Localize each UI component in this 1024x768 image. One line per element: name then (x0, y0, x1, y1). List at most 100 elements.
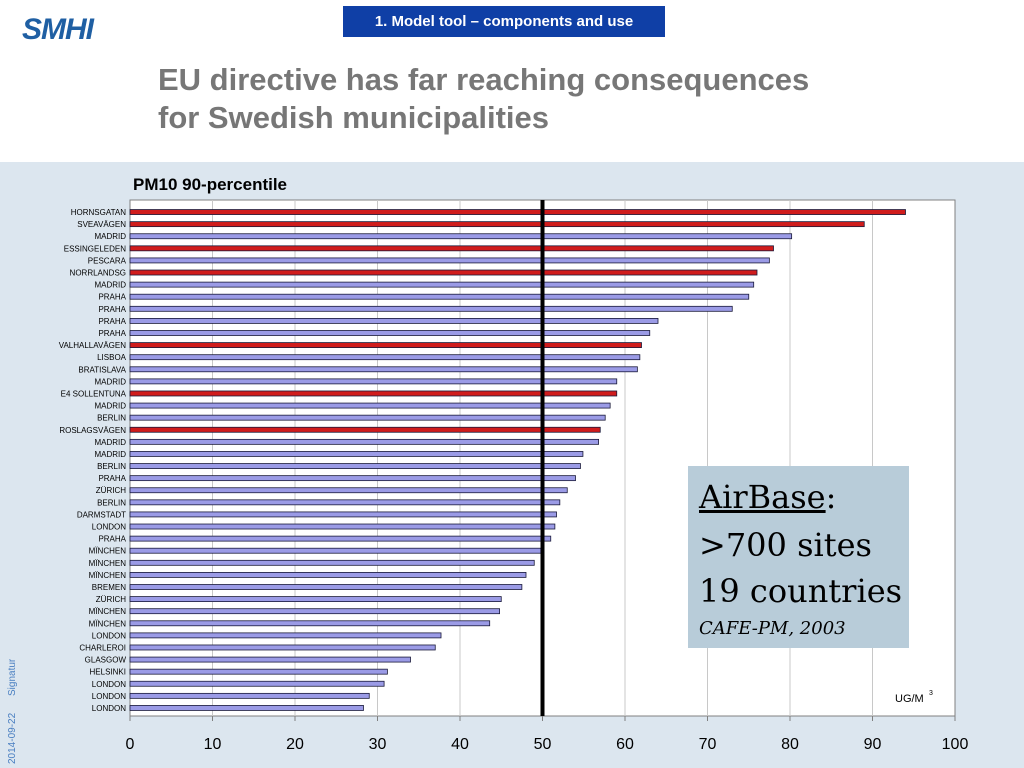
bar (129, 487, 568, 494)
bar (129, 245, 774, 252)
bar (129, 499, 561, 506)
x-tick-label: 70 (699, 736, 717, 753)
category-label: ZÜRICH (96, 486, 126, 495)
bar (129, 584, 523, 590)
bar (129, 390, 618, 397)
x-tick-label: 60 (616, 736, 634, 753)
x-tick-label: 20 (286, 736, 304, 753)
category-label: PESCARA (88, 256, 127, 265)
bar (129, 547, 542, 554)
bar (129, 475, 576, 482)
bar (129, 620, 491, 627)
bar (129, 366, 638, 373)
airbase-colon: : (825, 478, 837, 516)
x-tick-label: 100 (942, 736, 969, 753)
airbase-info-box: AirBase: >700 sites 19 countries CAFE-PM… (688, 466, 909, 648)
category-label: PRAHA (98, 474, 126, 483)
unit-superscript: 3 (929, 690, 933, 697)
category-label: VALHALLAVÄGEN (59, 341, 127, 350)
category-label: MADRID (94, 438, 126, 447)
bar (129, 668, 388, 675)
bar (129, 511, 557, 518)
category-label: MADRID (94, 377, 126, 386)
category-label: LONDON (92, 680, 126, 689)
bar (129, 402, 611, 409)
category-label: MADRID (94, 232, 126, 241)
x-tick-label: 90 (864, 736, 882, 753)
unit-label: UG/M (895, 693, 924, 705)
bar (129, 257, 770, 264)
airbase-countries: 19 countries (699, 572, 903, 610)
page-title: EU directive has far reaching consequenc… (158, 61, 809, 137)
category-label: NORRLANDSG (70, 269, 126, 278)
bar (129, 414, 606, 421)
bar (129, 330, 651, 336)
category-label: CHARLEROI (79, 643, 126, 652)
x-tick-label: 0 (126, 736, 135, 753)
airbase-source: CAFE-PM, 2003 (699, 618, 846, 639)
bar (129, 438, 600, 445)
category-label: BRATISLAVA (78, 365, 126, 374)
bar (129, 233, 793, 240)
category-label: LONDON (92, 523, 126, 532)
airbase-sites: >700 sites (699, 526, 872, 564)
bar (129, 692, 370, 699)
bar (129, 378, 618, 385)
category-label: LISBOA (97, 353, 127, 362)
bar (129, 305, 733, 312)
category-label: MADRID (94, 450, 126, 459)
page-title-line-1: EU directive has far reaching consequenc… (158, 62, 810, 97)
bar (129, 354, 641, 361)
category-label: MÏNCHEN (89, 607, 127, 616)
bar (129, 596, 502, 602)
bar (129, 426, 601, 433)
airbase-name: AirBase (699, 478, 826, 516)
x-tick-label: 50 (534, 736, 552, 753)
category-label: LONDON (92, 692, 126, 701)
category-label: HORNSGATAN (71, 208, 126, 217)
bar (129, 572, 527, 578)
category-label: PRAHA (98, 317, 126, 326)
category-label: BERLIN (97, 498, 126, 507)
category-label: PRAHA (98, 293, 126, 302)
smhi-logo: SMHI (22, 13, 94, 46)
page-title-line-2: for Swedish municipalities (158, 100, 550, 135)
bar (129, 656, 411, 663)
bar (129, 705, 364, 711)
category-label: ESSINGELEDEN (64, 244, 126, 253)
bar (129, 463, 581, 469)
footer-date: 2014-09-22 (7, 712, 18, 764)
category-label: BERLIN (97, 414, 126, 423)
bar (129, 680, 385, 687)
bar (129, 644, 436, 651)
category-label: ROSLAGSVÄGEN (59, 426, 126, 435)
category-label: MÏNCHEN (89, 619, 127, 628)
x-tick-label: 30 (369, 736, 387, 753)
category-label: ZÜRICH (96, 595, 126, 604)
category-label: BREMEN (92, 583, 126, 592)
bar (129, 559, 535, 566)
category-label: MÏNCHEN (89, 559, 127, 568)
category-label: MADRID (94, 281, 126, 290)
bar (129, 608, 501, 615)
category-label: HELSINKI (90, 668, 126, 677)
bar (129, 451, 584, 457)
category-label: PRAHA (98, 305, 126, 314)
footer-signature: Signatur (7, 658, 18, 696)
category-label: SVEAVÄGEN (77, 220, 126, 229)
chart-title: PM10 90-percentile (133, 175, 287, 194)
bar (129, 535, 552, 542)
category-label: PRAHA (98, 535, 126, 544)
category-label: DARMSTADT (77, 510, 126, 519)
category-label: GLASGOW (85, 656, 127, 665)
bar (129, 293, 750, 300)
category-label: MADRID (94, 402, 126, 411)
category-label: LONDON (92, 704, 126, 713)
bar (129, 318, 659, 324)
x-tick-label: 80 (781, 736, 799, 753)
bar (129, 523, 556, 530)
bar (129, 269, 758, 276)
bar (129, 342, 642, 348)
category-label: E4 SOLLENTUNA (61, 389, 127, 398)
